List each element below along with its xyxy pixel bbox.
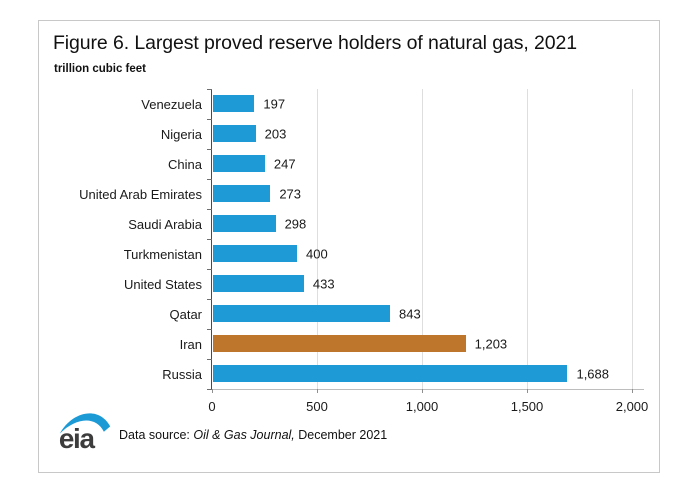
y-axis-tick [207,269,212,270]
category-label: Qatar [169,306,202,322]
bar [213,215,276,232]
category-label: Nigeria [160,126,202,142]
datasource-prefix: Data source: [119,428,194,442]
value-label: 247 [273,156,296,172]
category-label: Iran [179,336,202,352]
value-label: 273 [279,186,302,202]
bar-zone: 197 [212,89,652,119]
x-axis-tick-label: 1,500 [510,399,544,414]
gridline [527,89,528,389]
plot-area: 0 500 1,000 1,500 2,000 [207,89,648,414]
chart-row: China 247 [39,149,659,179]
category-label: Saudi Arabia [128,216,202,232]
x-axis-tick-label: 0 [208,399,216,414]
x-axis-tick-label: 500 [306,399,328,414]
x-axis-tick-label: 2,000 [615,399,649,414]
value-label: 203 [264,126,287,142]
bar [213,155,265,172]
category-label: United Arab Emirates [79,186,202,202]
value-label: 433 [312,276,335,292]
x-axis-tick [422,389,423,393]
value-label: 298 [284,216,307,232]
chart-row: United Arab Emirates 273 [39,179,659,209]
bar [213,245,297,262]
chart-row: Iran 1,203 [39,329,659,359]
chart-row: United States 433 [39,269,659,299]
bar [213,335,466,352]
y-axis-tick [207,359,212,360]
datasource-line: Data source: Oil & Gas Journal, December… [119,428,387,442]
bar-zone: 1,688 [212,359,652,389]
chart-row: Saudi Arabia 298 [39,209,659,239]
eia-logo: eia [59,413,111,451]
bar-zone: 298 [212,209,652,239]
y-axis-tick [207,89,212,90]
bar [213,185,271,202]
bar-zone: 247 [212,149,652,179]
y-axis-tick [207,299,212,300]
category-label: Russia [162,366,202,382]
datasource-journal: Oil & Gas Journal, [193,428,295,442]
category-label: Turkmenistan [123,246,202,262]
bar-zone: 843 [212,299,652,329]
category-label: Venezuela [141,96,202,112]
x-axis-tick-label: 1,000 [405,399,439,414]
y-axis-tick [207,389,212,390]
chart-row: Qatar 843 [39,299,659,329]
bar [213,125,256,142]
y-axis-tick [207,239,212,240]
chart-row: Russia 1,688 [39,359,659,389]
value-label: 843 [399,306,421,322]
y-axis-tick [207,119,212,120]
chart-row: Turkmenistan 400 [39,239,659,269]
units-label: trillion cubic feet [54,63,147,75]
x-axis-tick [317,389,318,393]
figure-card: Figure 6. Largest proved reserve holders… [38,20,660,473]
value-label: 400 [306,246,328,262]
category-label: China [168,156,202,172]
chart-row: Nigeria 203 [39,119,659,149]
value-label: 197 [263,96,286,112]
x-axis-tick [527,389,528,393]
y-axis-tick [207,149,212,150]
eia-logo-swoosh [59,413,111,434]
gridline [317,89,318,389]
value-label: 1,203 [474,336,508,352]
gridline [632,89,633,389]
eia-logo-text: eia [59,423,96,451]
bar [213,95,255,112]
bar [213,275,304,292]
value-label: 1,688 [576,366,610,382]
datasource-suffix: December 2021 [294,428,388,442]
bar-zone: 1,203 [212,329,652,359]
x-axis-tick [632,389,633,393]
y-axis-tick [207,209,212,210]
gridline [422,89,423,389]
bar-zone: 400 [212,239,652,269]
bar [213,365,568,382]
chart-rows: Venezuela 197 Nigeria 203 China 247 United Ara… [39,89,659,389]
y-axis-tick [207,179,212,180]
bar-zone: 433 [212,269,652,299]
bar-zone: 273 [212,179,652,209]
category-label: United States [123,276,202,292]
bar-zone: 203 [212,119,652,149]
bar [213,305,391,322]
figure-title: Figure 6. Largest proved reserve holders… [53,32,577,54]
x-axis-tick [212,389,213,393]
y-axis-tick [207,329,212,330]
chart-row: Venezuela 197 [39,89,659,119]
